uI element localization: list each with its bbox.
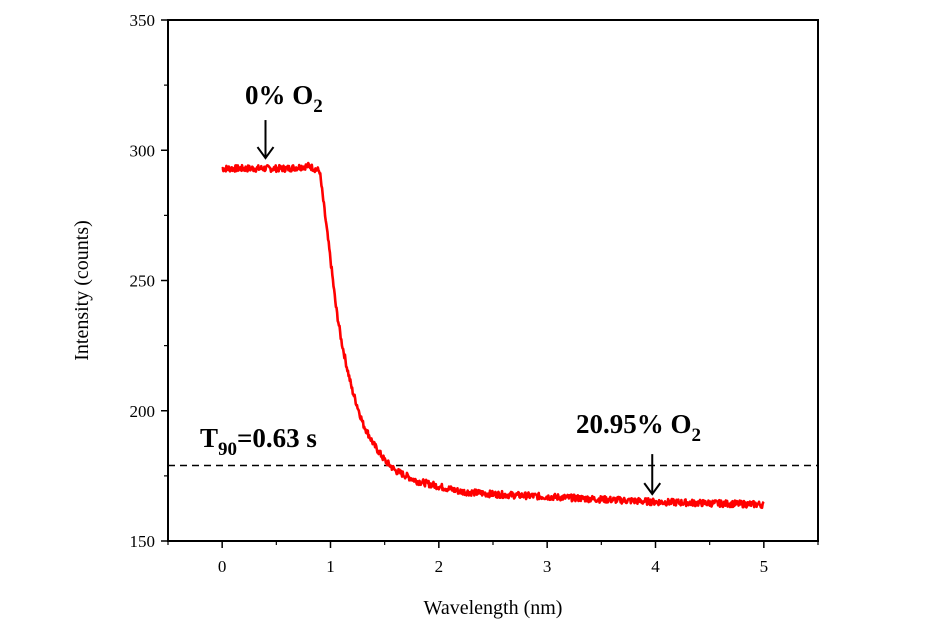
series-layer bbox=[221, 161, 765, 510]
svg-text:0% O2: 0% O2 bbox=[245, 80, 323, 117]
x-tick-label: 3 bbox=[543, 557, 552, 576]
y-axis-label: Intensity (counts) bbox=[71, 220, 93, 361]
annotation-t90-suffix: =0.63 s bbox=[237, 423, 317, 453]
annotation-t90-subscript: 90 bbox=[218, 439, 237, 460]
annotation-2095pct-o2: 20.95% O2 bbox=[576, 409, 701, 496]
annotation-0pct-o2-text: 0% O bbox=[245, 80, 313, 110]
annotation-t90-text: T bbox=[200, 423, 218, 453]
annotation-2095pct-o2-subscript: 2 bbox=[692, 425, 702, 446]
x-axis-label: Wavelength (nm) bbox=[424, 597, 563, 619]
annotation-0pct-o2-arrowhead bbox=[256, 146, 275, 160]
annotation-2095pct-o2-text: 20.95% O bbox=[576, 409, 692, 439]
annotation-2095pct-o2-arrowhead bbox=[643, 482, 662, 496]
y-tick-label: 300 bbox=[130, 141, 156, 160]
x-tick-label: 2 bbox=[435, 557, 444, 576]
plot-frame bbox=[167, 19, 819, 542]
y-tick-label: 150 bbox=[130, 532, 156, 551]
ticks-layer: 150 200 250 300 350 0 1 2 3 4 5 bbox=[130, 11, 819, 576]
annotation-0pct-o2: 0% O2 bbox=[245, 80, 323, 160]
series-line bbox=[221, 161, 765, 510]
y-tick-label: 250 bbox=[130, 272, 156, 291]
y-tick-label: 200 bbox=[130, 402, 156, 421]
svg-text:20.95% O2: 20.95% O2 bbox=[576, 409, 701, 446]
svg-text:T90=0.63 s: T90=0.63 s bbox=[200, 423, 317, 460]
annotation-0pct-o2-subscript: 2 bbox=[313, 96, 323, 117]
x-tick-label: 4 bbox=[651, 557, 660, 576]
x-tick-label: 1 bbox=[326, 557, 335, 576]
x-tick-label: 0 bbox=[218, 557, 227, 576]
annotation-t90: T90=0.63 s bbox=[200, 423, 317, 460]
y-tick-label: 350 bbox=[130, 11, 156, 30]
x-tick-label: 5 bbox=[760, 557, 769, 576]
